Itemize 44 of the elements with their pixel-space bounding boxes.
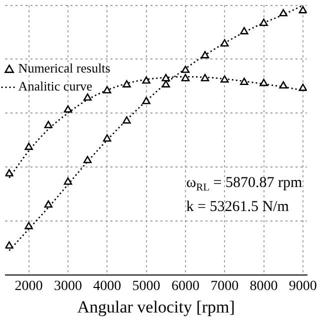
x-axis-title: Angular velocity [rpm] [77,297,235,316]
point [240,27,248,34]
x-tick-label: 7000 [210,278,239,294]
point [64,105,72,113]
point [44,200,52,208]
x-tick-label: 9000 [288,278,317,294]
legend-label: Numerical results [18,60,110,76]
x-tick-label: 8000 [250,278,278,294]
point [5,241,14,249]
point [142,96,150,104]
point [162,74,170,82]
point [200,51,210,58]
point [103,134,112,142]
point [260,18,268,26]
annotation: k = 53261.5 N/m [186,199,290,216]
x-tick-label: 2000 [14,278,43,294]
point [83,93,92,101]
point [220,39,229,46]
x-tick-label: 4000 [93,278,122,294]
point [64,177,72,185]
point [298,6,307,14]
point [122,116,131,124]
point [5,169,14,176]
point [83,156,92,164]
x-tick-label: 5000 [132,278,160,294]
point [220,75,229,83]
point [240,78,248,86]
x-tick-label: 6000 [171,278,200,294]
point [24,222,33,230]
point [162,80,170,88]
point [142,76,150,84]
point [298,84,307,91]
legend-label: Analitic curve [18,78,93,94]
point [103,86,112,94]
point [200,74,210,82]
point [279,81,288,89]
x-tick-label: 3000 [54,278,82,294]
point [44,120,52,128]
point [181,74,190,82]
point [122,80,131,88]
point [181,66,190,73]
point [260,78,268,86]
point [24,142,33,150]
point [279,9,288,16]
